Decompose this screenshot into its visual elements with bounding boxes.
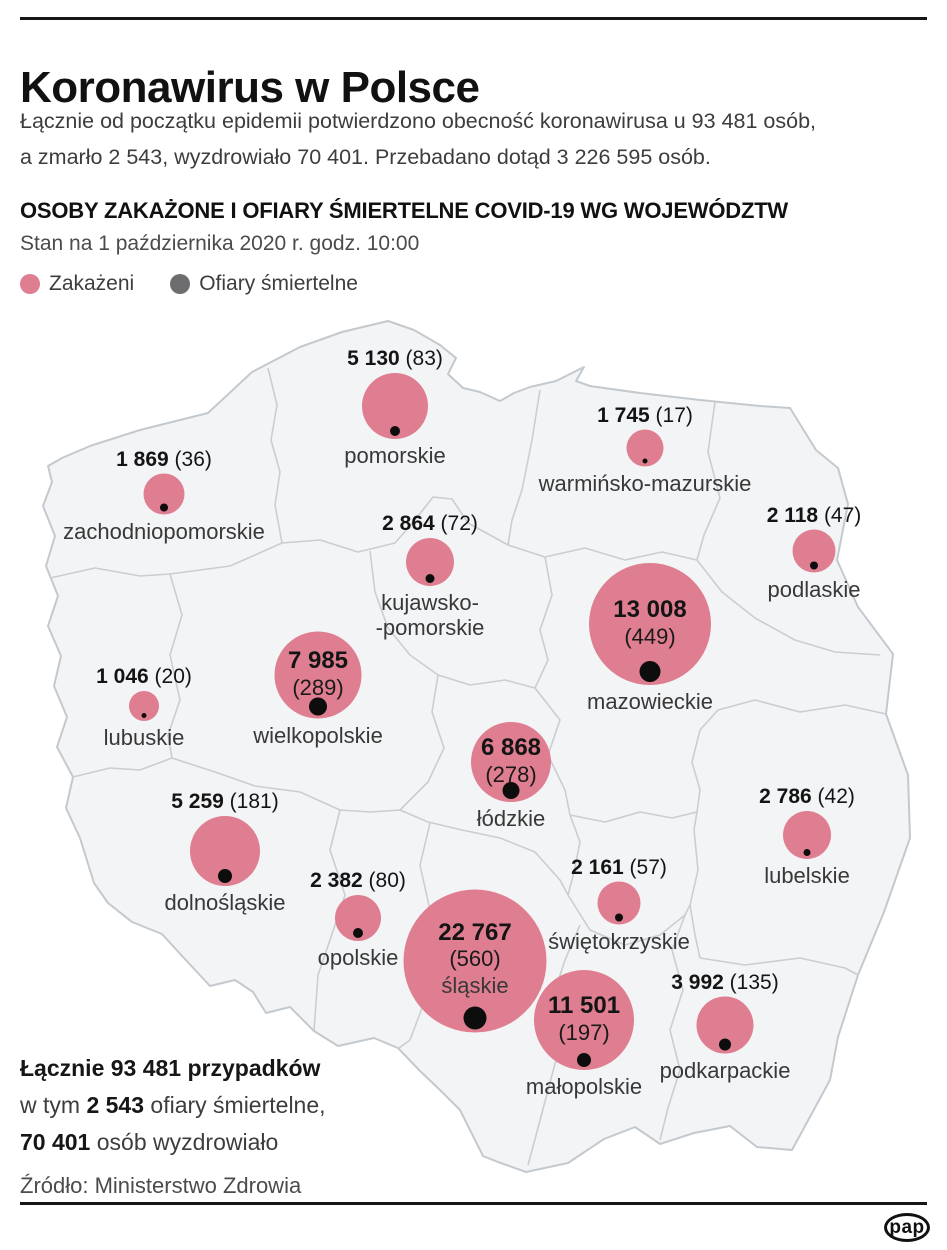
deaths-swatch-icon: [170, 274, 191, 294]
cases-bubble-śląskie: [403, 889, 547, 1033]
summary-line-3: 70 401 osób wyzdrowiało: [20, 1129, 279, 1155]
legend-item-infected: Zakażeni: [20, 270, 134, 298]
cases-bubbles: [129, 373, 836, 1070]
deaths-dot-warmińsko-mazurskie: [642, 458, 648, 464]
deaths-dot-podkarpackie: [719, 1038, 731, 1051]
cases-bubble-podkarpackie: [696, 996, 754, 1054]
legend-item-deaths: Ofiary śmiertelne: [170, 270, 358, 298]
as-of-date: Stan na 1 października 2020 r. godz. 10:…: [20, 232, 420, 255]
cases-bubble-dolnośląskie: [190, 816, 260, 886]
chart-title: OSOBY ZAKAŻONE I OFIARY ŚMIERTELNE COVID…: [20, 198, 788, 223]
cases-bubble-mazowieckie: [589, 563, 711, 685]
deaths-dot-świętokrzyskie: [615, 913, 623, 922]
cases-bubble-lubelskie: [783, 811, 831, 859]
deaths-dot-kujawsko-pomorskie: [425, 574, 435, 583]
deaths-dots: [141, 426, 818, 1067]
bottom-rule: [20, 1202, 927, 1205]
cases-bubble-małopolskie: [534, 970, 634, 1070]
pap-logo-text: pap: [889, 1216, 925, 1238]
deaths-dot-małopolskie: [577, 1053, 591, 1067]
deaths-dot-lubuskie: [141, 713, 147, 718]
deaths-dot-lubelskie: [803, 849, 811, 856]
deaths-dot-opolskie: [353, 928, 363, 938]
deaths-dot-pomorskie: [390, 426, 400, 436]
intro-line-2: a zmarło 2 543, wyzdrowiało 70 401. Prze…: [20, 145, 711, 169]
cases-bubble-łódzkie: [471, 722, 551, 802]
cases-bubble-wielkopolskie: [274, 631, 362, 719]
infected-swatch-icon: [20, 274, 40, 294]
summary-line-1: Łącznie 93 481 przypadków: [20, 1055, 321, 1081]
totals-summary: Łącznie 93 481 przypadków w tym 2 543 of…: [20, 1050, 326, 1161]
deaths-dot-łódzkie: [502, 782, 520, 799]
intro-line-1: Łącznie od początku epidemii potwierdzon…: [20, 109, 817, 133]
deaths-dot-mazowieckie: [639, 661, 661, 682]
deaths-dot-dolnośląskie: [218, 869, 232, 883]
source-credit: Źródło: Ministerstwo Zdrowia: [20, 1173, 302, 1198]
top-rule: [20, 17, 927, 20]
cases-bubble-opolskie: [335, 895, 381, 941]
deaths-dot-zachodniopomorskie: [160, 503, 168, 512]
legend-deaths-label: Ofiary śmiertelne: [199, 272, 358, 295]
deaths-dot-śląskie: [463, 1006, 487, 1030]
cases-bubble-świętokrzyskie: [597, 881, 641, 925]
cases-bubble-kujawsko-pomorskie: [406, 538, 454, 586]
cases-bubble-pomorskie: [362, 373, 428, 439]
legend-infected-label: Zakażeni: [49, 272, 135, 295]
cases-bubble-warmińsko-mazurskie: [626, 429, 664, 467]
summary-line-2: w tym 2 543 ofiary śmiertelne,: [20, 1092, 326, 1118]
legend: Zakażeni Ofiary śmiertelne: [20, 270, 358, 298]
cases-bubble-zachodniopomorskie: [143, 473, 185, 515]
page-title: Koronawirus w Polsce: [20, 63, 480, 113]
cases-bubble-podlaskie: [792, 529, 836, 573]
pap-logo: pap: [884, 1213, 930, 1242]
deaths-dot-wielkopolskie: [309, 697, 327, 716]
intro-paragraph: Łącznie od początku epidemii potwierdzon…: [20, 103, 816, 175]
deaths-dot-podlaskie: [810, 561, 818, 570]
cases-bubble-lubuskie: [129, 691, 159, 721]
